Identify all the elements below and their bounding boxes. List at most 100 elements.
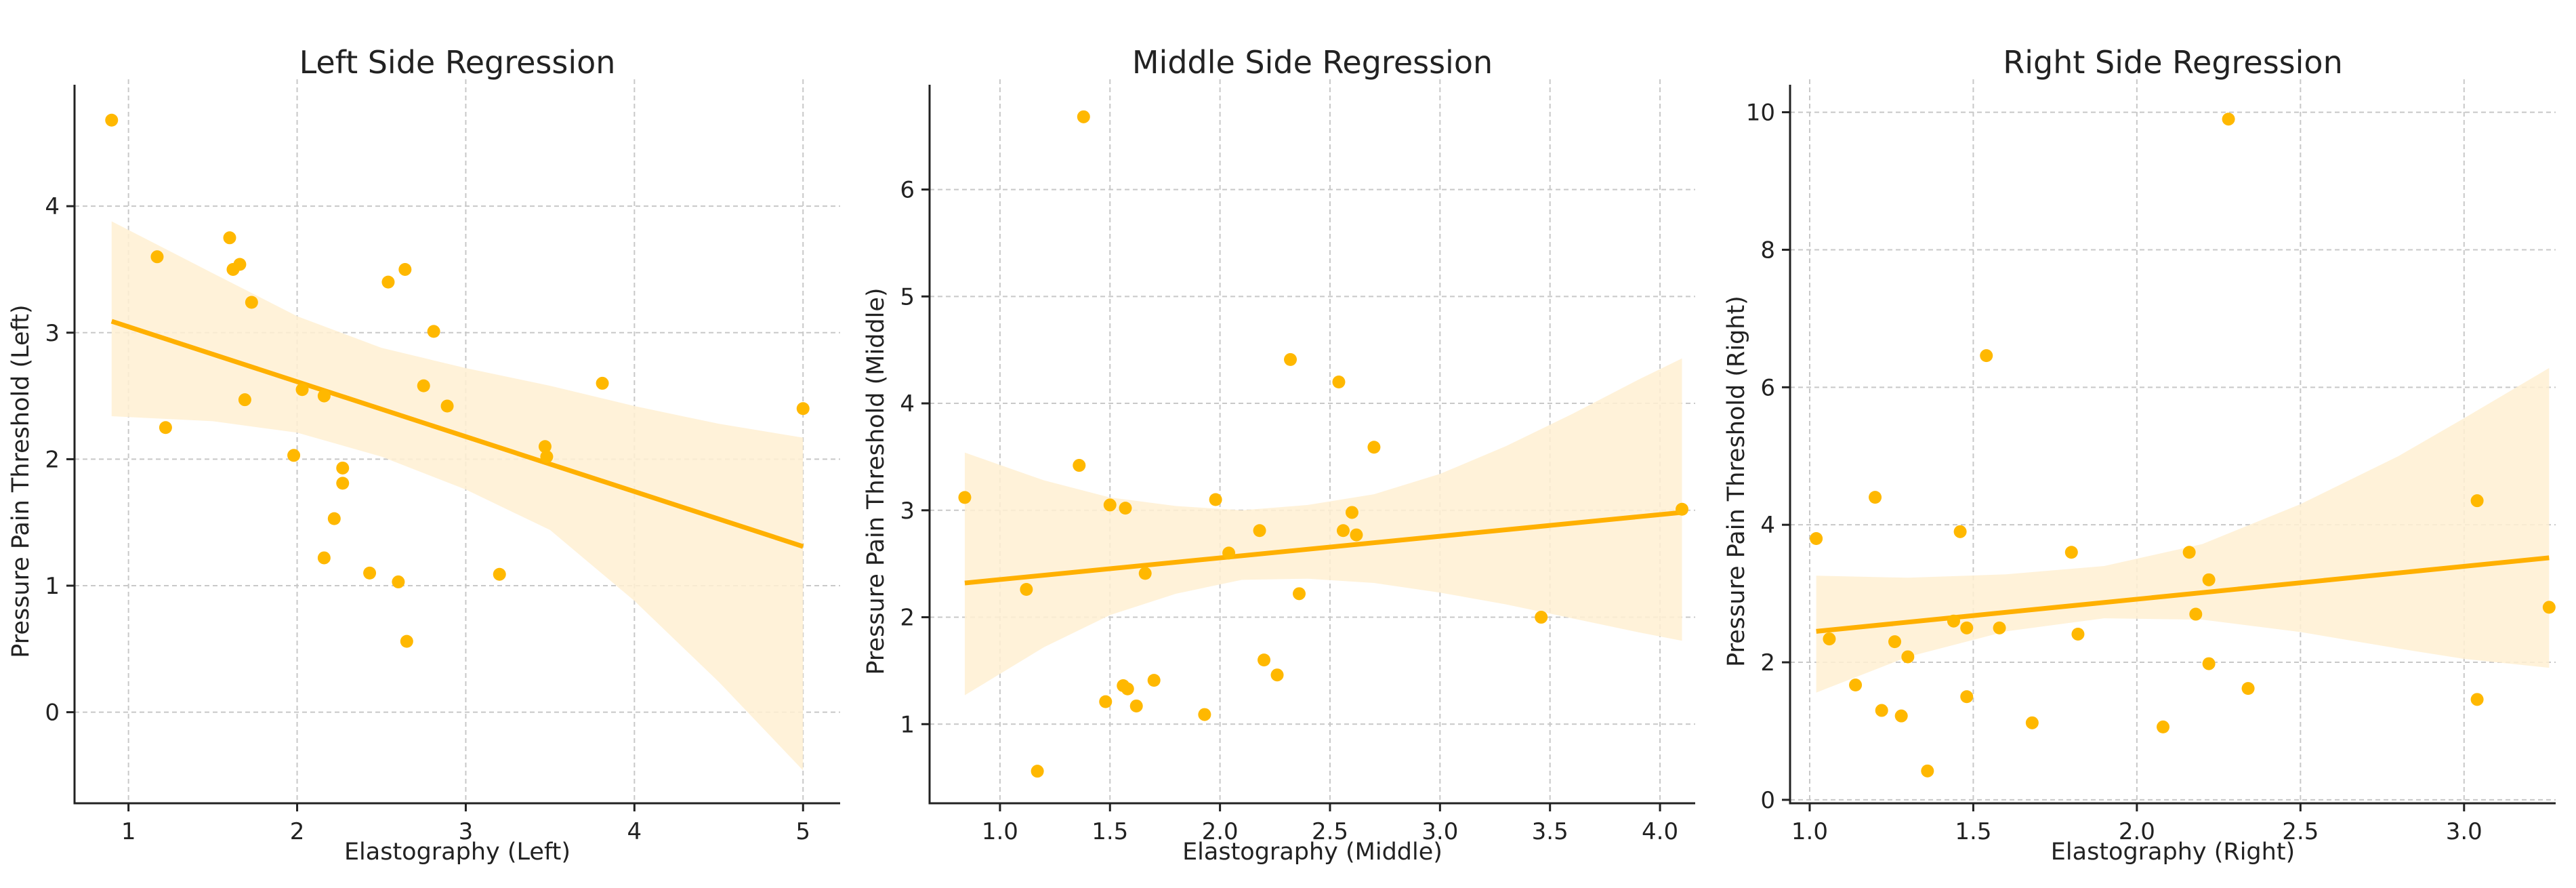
middle-data-point <box>1031 765 1044 778</box>
right-data-point <box>2182 546 2196 559</box>
middle-data-point <box>1535 611 1548 624</box>
left-data-point <box>796 402 810 416</box>
right-y-tick-label: 0 <box>1760 787 1775 814</box>
right-x-tick-label: 2.5 <box>2282 818 2319 845</box>
middle-data-point <box>1121 682 1134 695</box>
right-x-tick-label: 2.0 <box>2119 818 2155 845</box>
right-data-point <box>2241 682 2255 695</box>
left-data-point <box>440 399 454 413</box>
left-data-point <box>150 250 164 264</box>
left-x-tick-label: 4 <box>627 818 642 845</box>
right-data-point <box>2202 657 2216 670</box>
left-y-tick-label: 2 <box>45 446 60 473</box>
middle-y-tick-label: 1 <box>900 711 915 738</box>
right-y-tick-label: 6 <box>1760 374 1775 401</box>
left-data-point <box>392 575 405 588</box>
left-data-point <box>538 440 552 453</box>
middle-y-axis-title: Pressure Pain Threshold (Middle) <box>863 287 890 674</box>
left-x-tick-label: 1 <box>121 818 136 845</box>
middle-y-tick-label: 6 <box>900 177 915 204</box>
middle-data-point <box>1077 110 1090 123</box>
left-x-tick-label: 5 <box>795 818 810 845</box>
middle-data-point <box>1209 493 1222 506</box>
left-data-point <box>427 325 440 338</box>
middle-y-tick-label: 3 <box>900 498 915 525</box>
left-data-point <box>398 262 412 276</box>
right-data-point <box>1953 525 1967 538</box>
middle-data-point <box>958 491 972 504</box>
right-data-point <box>1810 531 1823 545</box>
left-data-point <box>287 449 301 462</box>
left-data-point <box>223 231 236 245</box>
left-y-axis-title: Pressure Pain Threshold (Left) <box>7 304 35 658</box>
right-y-tick-label: 8 <box>1760 237 1775 264</box>
right-x-axis-title: Elastography (Right) <box>2051 839 2295 866</box>
middle-data-point <box>1345 506 1358 519</box>
middle-data-point <box>1676 502 1689 516</box>
middle-chart-panel: 1.0 1.5 2.0 2.5 3.0 3.5 4.0 1 2 3 4 5 6 Middle Side R… <box>863 44 1695 866</box>
right-x-tick-label: 3.0 <box>2446 818 2482 845</box>
right-data-point <box>2470 693 2484 706</box>
middle-x-tick-label: 3.5 <box>1532 818 1569 845</box>
right-data-point <box>2202 573 2216 586</box>
left-data-point <box>317 389 331 403</box>
right-data-point <box>1869 491 1882 504</box>
right-data-point <box>1849 679 1863 692</box>
left-y-tick-label: 4 <box>45 193 60 220</box>
middle-data-point <box>1103 498 1117 512</box>
left-regression-line <box>110 319 804 549</box>
middle-x-tick-label: 2.0 <box>1202 818 1239 845</box>
middle-data-point <box>1198 708 1211 721</box>
right-data-point <box>1921 764 1934 778</box>
right-data-point <box>1875 704 1888 717</box>
right-data-point <box>2542 601 2556 614</box>
right-confidence-band <box>1816 367 2550 693</box>
middle-data-point <box>1350 528 1363 542</box>
left-data-point <box>295 383 309 397</box>
left-data-point <box>317 551 331 565</box>
right-x-tick-label: 1.5 <box>1955 818 1991 845</box>
right-x-tick-label: 1.0 <box>1791 818 1828 845</box>
middle-x-axis-title: Elastography (Middle) <box>1182 839 1442 866</box>
left-x-tick-label: 2 <box>290 818 305 845</box>
middle-y-tick-label: 4 <box>900 390 915 418</box>
middle-data-point <box>1336 524 1350 538</box>
left-data-point <box>540 450 554 464</box>
left-data-point <box>336 461 350 475</box>
left-data-point <box>400 634 413 648</box>
right-chart-title: Right Side Regression <box>2003 44 2342 81</box>
right-data-point <box>2222 113 2235 126</box>
left-data-point <box>596 376 609 390</box>
middle-regression-line <box>964 510 1682 586</box>
right-data-point <box>1960 621 1974 634</box>
middle-data-point <box>1129 699 1143 712</box>
middle-data-point <box>1073 459 1086 472</box>
right-y-tick-label: 10 <box>1746 100 1775 127</box>
middle-data-point <box>1147 674 1161 687</box>
middle-y-tick-label: 2 <box>900 605 915 632</box>
middle-data-point <box>1222 546 1236 560</box>
right-data-point <box>1901 650 1915 664</box>
right-data-point <box>2071 627 2085 641</box>
middle-x-tick-label: 3.0 <box>1421 818 1458 845</box>
left-chart-title: Left Side Regression <box>299 44 616 81</box>
right-data-point <box>1993 621 2006 634</box>
left-data-point <box>159 421 172 435</box>
left-confidence-band <box>111 221 804 771</box>
right-data-point <box>1894 709 1908 723</box>
right-data-point <box>1980 349 1993 363</box>
left-data-point <box>336 477 350 490</box>
middle-x-tick-label: 1.5 <box>1092 818 1128 845</box>
middle-x-tick-label: 4.0 <box>1642 818 1678 845</box>
right-data-point <box>2157 720 2170 733</box>
middle-data-point <box>1332 376 1346 389</box>
right-regression-line <box>1816 555 2550 634</box>
left-y-tick-label: 3 <box>45 320 60 347</box>
middle-data-point <box>1258 653 1271 667</box>
right-data-point <box>1960 690 1974 704</box>
left-data-point <box>233 258 247 271</box>
left-data-point <box>493 567 506 581</box>
middle-data-point <box>1270 668 1284 682</box>
middle-y-tick-label: 5 <box>900 283 915 310</box>
